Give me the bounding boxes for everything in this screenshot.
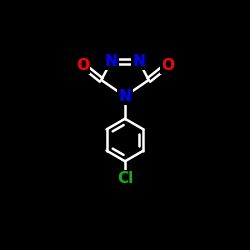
Text: N: N [119, 89, 132, 104]
Text: N: N [132, 54, 145, 69]
Text: O: O [76, 58, 89, 72]
Text: N: N [105, 54, 118, 69]
Text: O: O [161, 58, 174, 72]
Text: Cl: Cl [117, 171, 133, 186]
